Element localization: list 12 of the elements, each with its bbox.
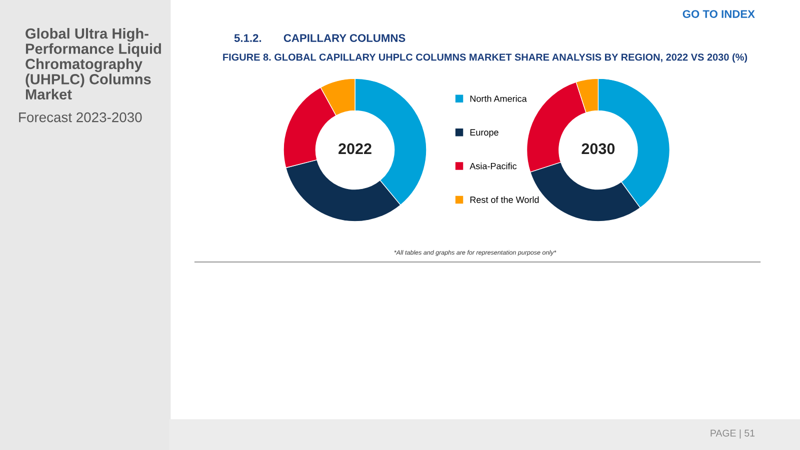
legend-label: Asia-Pacific	[470, 162, 517, 170]
text: 2030	[582, 143, 615, 154]
text: 5.1.2. CAPILLARY COLUMNS	[234, 34, 406, 42]
legend-label: Europe	[470, 129, 498, 138]
text: 2022	[338, 143, 372, 154]
legend-label: North America	[470, 95, 527, 102]
text: Forecast 2023-2030	[19, 112, 142, 122]
text: PAGE | 51	[710, 429, 755, 439]
text: Global Ultra High- Performance Liquid Chromatography (UHPLC) Columns Market	[26, 28, 161, 100]
chart-title: FIGURE 8. GLOBAL CAPILLARY UHPLC COLUMNS MARKET SHARE ANALYSIS BY REGION, 2022 VS 2030 (%)	[223, 53, 748, 63]
text: GO TO INDEX	[682, 10, 755, 18]
legend-label: Rest of the World	[470, 196, 539, 203]
